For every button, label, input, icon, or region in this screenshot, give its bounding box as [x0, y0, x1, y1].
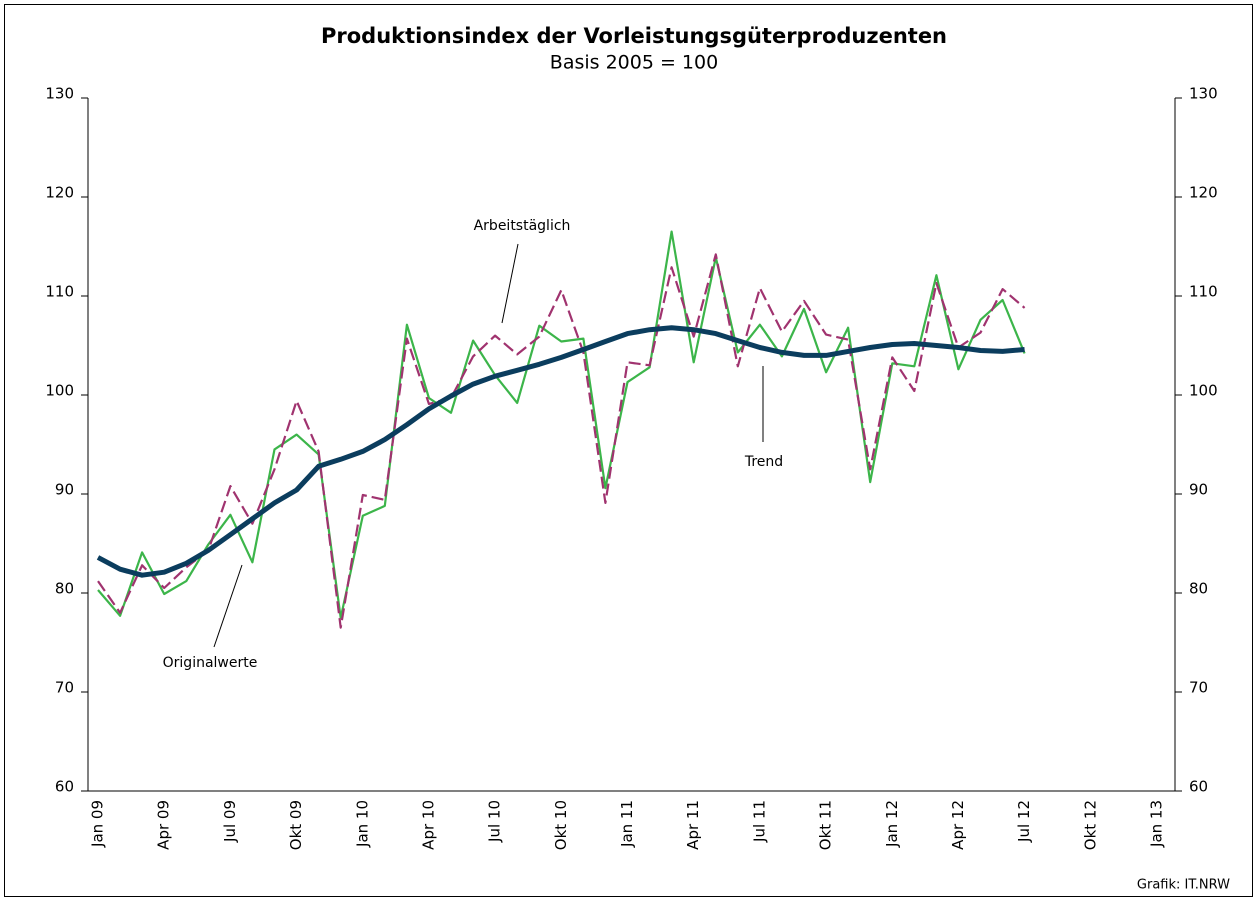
y-tick-label: 60	[55, 778, 74, 796]
series-line	[97, 230, 1026, 619]
y2-tick-label: 130	[1189, 85, 1218, 103]
y-tick-label: 120	[45, 184, 74, 202]
y-tick-label: 100	[45, 382, 74, 400]
series-label: Arbeitstäglich	[474, 218, 571, 234]
source: Grafik: IT.NRW	[1137, 878, 1230, 893]
y2-tick-label: 100	[1189, 382, 1218, 400]
x-tick-label: Jan 10	[353, 800, 371, 848]
x-tick-label: Okt 09	[287, 800, 305, 850]
y2-tick-label: 60	[1189, 778, 1208, 796]
y-tick-label: 110	[45, 283, 74, 301]
y2-tick-label: 120	[1189, 184, 1218, 202]
y-tick-label: 90	[55, 481, 74, 499]
leader-line	[501, 243, 519, 324]
chart-title: Produktionsindex der Vorleistungsgüterpr…	[321, 24, 947, 48]
x-tick-label: Jul 09	[221, 800, 239, 843]
y2-tick-label: 90	[1189, 481, 1208, 499]
series-label: Originalwerte	[163, 655, 258, 671]
x-tick-label: Jan 09	[89, 800, 107, 848]
y2-tick-label: 70	[1189, 679, 1208, 697]
x-tick-label: Okt 11	[817, 800, 835, 850]
x-tick-label: Jul 12	[1015, 800, 1033, 843]
x-tick-label: Jul 11	[750, 800, 768, 843]
chart-subtitle: Basis 2005 = 100	[550, 52, 718, 74]
x-tick-label: Apr 09	[155, 800, 173, 850]
x-tick-label: Okt 10	[552, 800, 570, 850]
series-line	[96, 325, 1025, 578]
x-tick-label: Jan 11	[618, 800, 636, 848]
x-tick-label: Apr 11	[684, 800, 702, 850]
x-tick-label: Jan 13	[1148, 800, 1166, 848]
y-tick-label: 80	[55, 580, 74, 598]
x-tick-label: Apr 10	[419, 800, 437, 850]
series-label: Trend	[744, 454, 783, 470]
frame	[4, 4, 1253, 897]
x-tick-label: Jan 12	[883, 800, 901, 848]
x-tick-label: Apr 12	[949, 800, 967, 850]
x-tick-label: Jul 10	[486, 800, 504, 843]
y2-tick-label: 110	[1189, 283, 1218, 301]
x-tick-label: Okt 12	[1081, 800, 1099, 850]
series-line	[97, 253, 1026, 629]
y-tick-label: 70	[55, 679, 74, 697]
y-tick-label: 130	[45, 85, 74, 103]
y2-tick-label: 80	[1189, 580, 1208, 598]
leader-line	[213, 564, 243, 648]
